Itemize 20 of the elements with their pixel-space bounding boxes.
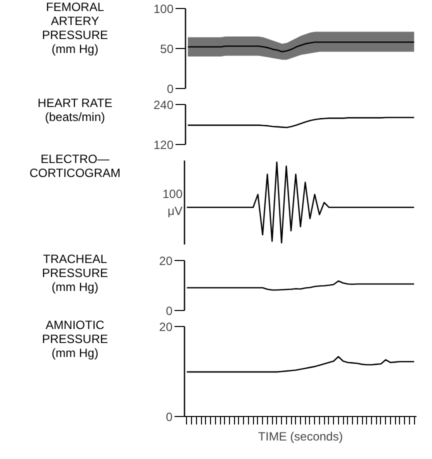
y-tick-label: 20 [159, 320, 173, 334]
y-tick-label: 0 [166, 304, 173, 318]
line-series [186, 280, 415, 291]
y-tick-label: 120 [153, 138, 174, 152]
text: HEART RATE (beats/min) [38, 96, 112, 124]
x-axis-title: TIME (seconds) [258, 430, 343, 444]
y-tick-label: 0 [166, 410, 173, 424]
y-tick-label: 50 [160, 42, 174, 56]
y-axis-title: 100 μV [162, 187, 183, 218]
line-series [187, 116, 415, 128]
y-tick-label: 20 [159, 254, 173, 268]
text: ELECTRO— CORTICOGRAM [29, 152, 121, 180]
y-tick-label: 0 [166, 82, 174, 96]
line-series [186, 356, 415, 373]
y-tick-label: 240 [153, 98, 174, 112]
line-series [187, 41, 415, 52]
text: FEMORAL ARTERY PRESSURE (mm Hg) [42, 0, 108, 56]
text: AMNIOTIC PRESSURE (mm Hg) [42, 318, 108, 360]
text: TRACHEAL PRESSURE (mm Hg) [42, 252, 108, 294]
y-tick-label: 100 [153, 2, 174, 16]
